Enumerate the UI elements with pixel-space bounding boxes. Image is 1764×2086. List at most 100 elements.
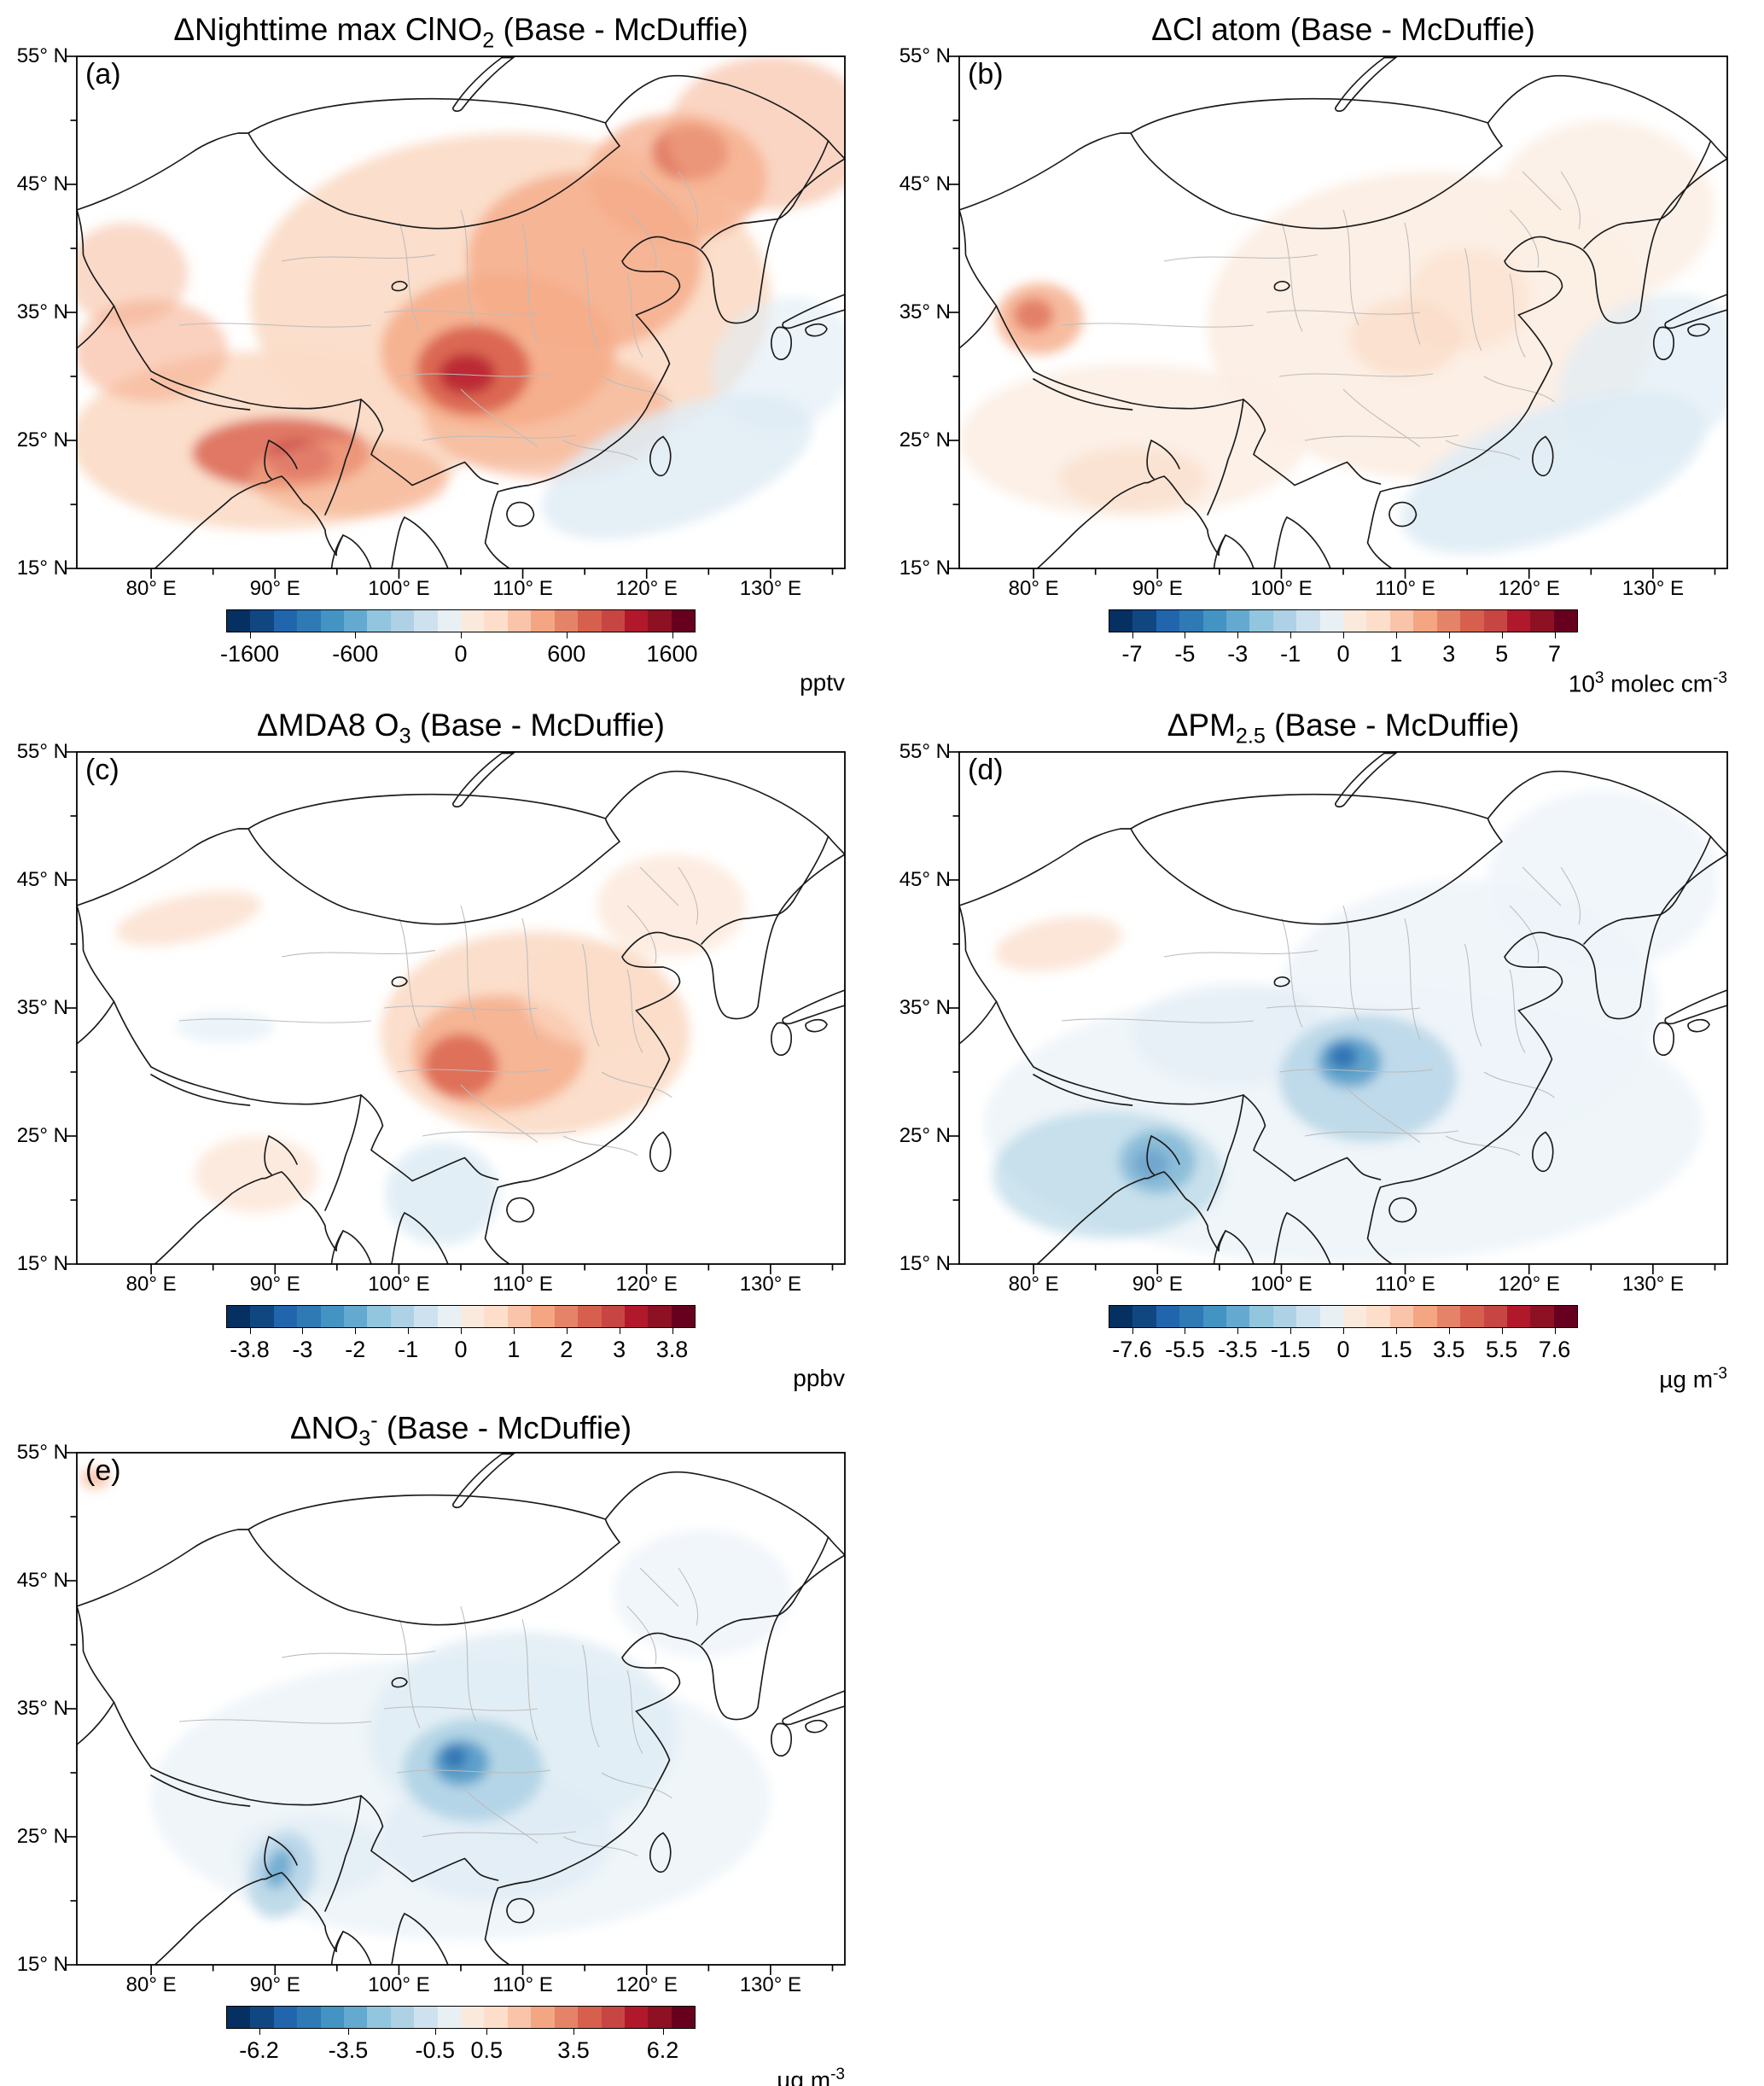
lon-axis-label: 110° E <box>1375 577 1435 600</box>
colorbar-segment <box>554 1306 579 1327</box>
colorbar-segment <box>1319 610 1344 632</box>
lon-axis-label: 120° E <box>615 1973 678 1996</box>
shading-region <box>1492 120 1715 300</box>
colorbar-segment <box>437 2007 462 2028</box>
lon-axis-label: 110° E <box>492 1273 553 1296</box>
lon-axis-label: 120° E <box>1498 1273 1560 1296</box>
axis-ticks <box>67 55 834 579</box>
colorbar-tick <box>434 2029 436 2035</box>
colorbar-segment <box>1249 1306 1273 1327</box>
lon-axis-label: 110° E <box>1375 1273 1435 1296</box>
island-outline <box>1273 280 1290 292</box>
colorbar-tick <box>1132 632 1133 638</box>
lon-axis-label: 80° E <box>125 1973 177 1996</box>
island-outline <box>391 1676 408 1688</box>
island-outline <box>805 1018 828 1033</box>
colorbar-tick-label: 0 <box>454 641 468 667</box>
national-border <box>1130 818 1504 925</box>
national-border <box>247 818 621 925</box>
national-border <box>324 399 362 516</box>
island-outline <box>1664 989 1727 1025</box>
colorbar-segment <box>1296 1306 1320 1327</box>
province-border <box>678 1567 699 1626</box>
colorbar-segment <box>671 610 696 632</box>
province-border <box>639 866 679 906</box>
shading-region <box>176 1011 276 1043</box>
map-svg <box>949 751 1728 1274</box>
colorbar-tick <box>348 2029 349 2035</box>
province-border <box>678 866 699 925</box>
colorbar-segment <box>1226 1306 1250 1327</box>
national-border <box>324 1795 362 1912</box>
province-border <box>581 943 600 1047</box>
shading-region <box>1132 982 1331 1085</box>
lat-axis-label: 15° N <box>899 556 951 580</box>
colorbar-segment <box>578 610 602 632</box>
colorbar-tick-label: 2 <box>560 1337 573 1362</box>
shading-region <box>994 916 1122 972</box>
national-border <box>247 1518 621 1626</box>
coastline <box>484 854 845 1264</box>
colorbar-tick <box>408 1328 410 1334</box>
map-svg <box>67 55 846 579</box>
island-outline <box>506 1897 535 1924</box>
lon-axis-label: 90° E <box>249 1973 300 1996</box>
coastline <box>484 1554 845 1965</box>
province-border <box>1278 1069 1434 1073</box>
national-border <box>113 305 362 410</box>
province-border <box>562 440 638 460</box>
island-outline <box>782 989 845 1025</box>
lat-axis-label: 45° N <box>16 868 68 891</box>
colorbar-segment <box>1179 1306 1203 1327</box>
province-border <box>562 1135 638 1156</box>
national-border <box>1487 770 1727 855</box>
island-outline <box>1653 1022 1674 1056</box>
colorbar-segment <box>390 1306 415 1327</box>
colorbar-segment <box>1413 1306 1437 1327</box>
colorbar-segment <box>390 610 415 632</box>
map-area: (e) <box>67 1452 846 1975</box>
map-svg <box>67 1452 846 1975</box>
colorbar-tick-label: 3.8 <box>655 1337 689 1362</box>
colorbar-tick-label: -1 <box>398 1337 419 1362</box>
colorbar-tick-label: 1 <box>507 1337 521 1362</box>
colorbar-segment <box>648 610 672 632</box>
colorbar-segment <box>1179 610 1203 632</box>
national-border <box>1150 1135 1180 1165</box>
shading-region <box>667 56 845 210</box>
lon-axis-label: 120° E <box>615 577 678 600</box>
colorbar-tick-label: -5 <box>1174 641 1196 667</box>
colorbar-segment <box>1272 610 1297 632</box>
island-outline <box>452 56 515 113</box>
national-border <box>1487 74 1727 160</box>
colorbar-segment <box>414 2007 438 2028</box>
colorbar-segment <box>507 610 532 632</box>
lat-axis-label: 25° N <box>899 1124 951 1147</box>
colorbar-segment <box>601 610 625 632</box>
colorbar-segment <box>624 1306 649 1327</box>
province-border <box>399 1618 421 1728</box>
colorbar-tick-label: -5.5 <box>1165 1337 1205 1362</box>
colorbar-segment <box>1436 1306 1461 1327</box>
colorbar-segment <box>1553 610 1578 632</box>
panel-e-no3: ΔNO3- (Base - McDuffie) 55° N 45° N 35° N 25… <box>0 1408 882 2086</box>
colorbar-segment <box>531 610 555 632</box>
lon-axis-label: 90° E <box>249 1273 300 1296</box>
panel-title: ΔPM2.5 (Base - McDuffie) <box>1167 708 1520 749</box>
national-border <box>113 1000 362 1105</box>
province-border <box>396 1069 551 1073</box>
province-border <box>399 918 421 1028</box>
island-outline <box>506 501 535 527</box>
colorbar-segment <box>320 2007 345 2028</box>
national-border <box>1130 122 1504 230</box>
coastline <box>1036 1171 1226 1264</box>
colorbar-segment <box>1272 1306 1297 1327</box>
island-outline <box>1532 435 1554 477</box>
province-borders-layer <box>178 1567 699 1856</box>
lon-axis-label: 100° E <box>368 1273 430 1296</box>
colorbar-segment <box>1132 610 1156 632</box>
colorbar-segment <box>1413 610 1437 632</box>
province-border <box>1509 209 1540 268</box>
national-border <box>360 1795 499 1883</box>
panel-a-clno2: ΔNighttime max ClNO2 (Base - McDuffie) 55… <box>0 12 882 705</box>
